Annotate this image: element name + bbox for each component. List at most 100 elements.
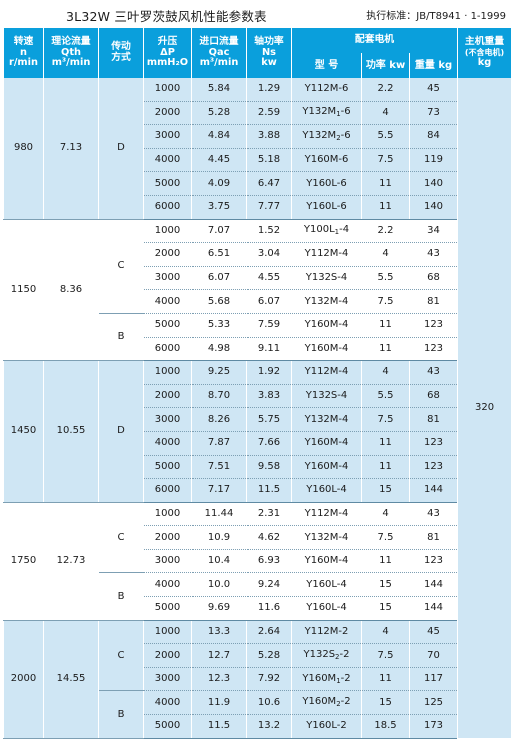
table-row: 2000 10.9 4.62 Y132M-4 7.5 81 — [4, 525, 512, 550]
inlet-flow-cell: 13.3 — [191, 620, 247, 645]
motor-power-cell: 15 — [361, 572, 410, 598]
motor-weight-cell: 81 — [408, 525, 459, 550]
motor-power-cell: 2.2 — [361, 78, 410, 102]
motor-model-cell: Y160L-6 — [291, 195, 362, 220]
table-row: 4000 4.45 5.18 Y160M-6 7.5 119 — [4, 148, 512, 173]
table-row: 2000 8.70 3.83 Y132S-4 5.5 68 — [4, 384, 512, 409]
motor-power-cell: 7.5 — [361, 289, 410, 314]
theoretical-flow-cell: 7.13 — [43, 78, 99, 220]
shaft-power-cell: 9.58 — [246, 455, 292, 480]
motor-weight-cell: 123 — [408, 337, 459, 362]
pressure-cell: 1000 — [143, 360, 192, 385]
table-row: 3000 4.84 3.88 Y132M2-6 5.5 84 — [4, 124, 512, 149]
drive-mode-cell: D — [98, 360, 144, 503]
inlet-flow-cell: 10.4 — [191, 549, 247, 574]
shaft-power-cell: 7.59 — [246, 313, 292, 338]
pressure-cell: 4000 — [143, 572, 192, 598]
motor-power-cell: 5.5 — [361, 124, 410, 149]
pressure-cell: 1000 — [143, 620, 192, 645]
pressure-cell: 5000 — [143, 313, 192, 338]
motor-power-cell: 18.5 — [361, 714, 410, 739]
inlet-flow-cell: 8.70 — [191, 384, 247, 409]
motor-weight-cell: 84 — [408, 124, 459, 149]
motor-power-cell: 15 — [361, 478, 410, 503]
drive-mode-cell: B — [98, 313, 144, 362]
pressure-cell: 5000 — [143, 714, 192, 739]
pressure-cell: 1000 — [143, 502, 192, 527]
motor-power-cell: 11 — [361, 171, 410, 196]
inlet-flow-cell: 10.9 — [191, 525, 247, 550]
pressure-cell: 2000 — [143, 384, 192, 409]
pressure-cell: 5000 — [143, 171, 192, 196]
header-speed: 转速 n r/min — [3, 28, 44, 78]
table-row: B 4000 10.0 9.24 Y160L-4 15 144 — [4, 572, 512, 621]
table-row: 2000 12.7 5.28 Y132S2-2 7.5 70 — [4, 643, 512, 668]
header-flow: 理论流量 Qth m³/min — [43, 28, 99, 78]
pressure-cell: 3000 — [143, 667, 192, 692]
inlet-flow-cell: 5.84 — [191, 78, 247, 102]
speed-cell: 980 — [3, 78, 44, 220]
motor-weight-cell: 43 — [408, 360, 459, 385]
pressure-cell: 1000 — [143, 78, 192, 102]
speed-cell: 1150 — [3, 219, 44, 362]
inlet-flow-cell: 11.44 — [191, 502, 247, 527]
table-row: 5000 9.69 11.6 Y160L-4 15 144 — [4, 596, 512, 621]
shaft-power-cell: 2.64 — [246, 620, 292, 645]
motor-weight-cell: 81 — [408, 289, 459, 314]
motor-model-cell: Y160L-4 — [291, 596, 362, 621]
inlet-flow-cell: 12.7 — [191, 643, 247, 668]
header-shaft-power: 轴功率 Ns kw — [246, 28, 292, 78]
table-row: 2000 6.51 3.04 Y112M-4 4 43 — [4, 242, 512, 267]
shaft-power-cell: 7.92 — [246, 667, 292, 692]
motor-power-cell: 11 — [361, 667, 410, 692]
drive-mode-cell: B — [98, 690, 144, 739]
pressure-cell: 2000 — [143, 101, 192, 126]
motor-weight-cell: 68 — [408, 266, 459, 291]
inlet-flow-cell: 9.69 — [191, 596, 247, 621]
shaft-power-cell: 9.11 — [246, 337, 292, 362]
inlet-flow-cell: 4.09 — [191, 171, 247, 196]
shaft-power-cell: 7.66 — [246, 431, 292, 456]
drive-mode-cell: D — [98, 78, 144, 220]
standard-reference: 执行标准：JB/T8941 · 1-1999 — [366, 11, 506, 22]
shaft-power-cell: 1.29 — [246, 78, 292, 102]
inlet-flow-cell: 9.25 — [191, 360, 247, 385]
motor-power-cell: 4 — [361, 360, 410, 385]
shaft-power-cell: 13.2 — [246, 714, 292, 739]
header-motor-power: 功率 kw — [361, 53, 410, 78]
motor-weight-cell: 45 — [408, 620, 459, 645]
shaft-power-cell: 1.92 — [246, 360, 292, 385]
shaft-power-cell: 10.6 — [246, 690, 292, 716]
motor-model-cell: Y132S-4 — [291, 266, 362, 291]
inlet-flow-cell: 5.33 — [191, 313, 247, 338]
shaft-power-cell: 2.31 — [246, 502, 292, 527]
motor-model-cell: Y160M-4 — [291, 431, 362, 456]
motor-weight-cell: 123 — [408, 431, 459, 456]
pressure-cell: 3000 — [143, 266, 192, 291]
table-row: 6000 4.98 9.11 Y160M-4 11 123 — [4, 337, 512, 362]
inlet-flow-cell: 7.51 — [191, 455, 247, 480]
pressure-cell: 4000 — [143, 148, 192, 173]
shaft-power-cell: 5.75 — [246, 407, 292, 432]
table-row: B 5000 5.33 7.59 Y160M-4 11 123 — [4, 313, 512, 362]
motor-model-cell: Y112M-4 — [291, 502, 362, 527]
pressure-cell: 3000 — [143, 549, 192, 574]
motor-model-cell: Y112M-2 — [291, 620, 362, 645]
table-row: 3000 6.07 4.55 Y132S-4 5.5 68 — [4, 266, 512, 291]
drive-mode-cell: C — [98, 620, 144, 692]
inlet-flow-cell: 6.07 — [191, 266, 247, 291]
theoretical-flow-cell: 14.55 — [43, 620, 99, 739]
motor-model-cell: Y160M2-2 — [291, 690, 362, 716]
motor-power-cell: 5.5 — [361, 384, 410, 409]
motor-model-cell: Y112M-4 — [291, 360, 362, 385]
motor-model-cell: Y160L-4 — [291, 478, 362, 503]
motor-power-cell: 11 — [361, 195, 410, 220]
motor-model-cell: Y160M-4 — [291, 455, 362, 480]
inlet-flow-cell: 7.07 — [191, 219, 247, 244]
pressure-cell: 2000 — [143, 643, 192, 668]
pressure-cell: 5000 — [143, 596, 192, 621]
inlet-flow-cell: 10.0 — [191, 572, 247, 598]
pressure-cell: 1000 — [143, 219, 192, 244]
shaft-power-cell: 6.47 — [246, 171, 292, 196]
header-motor-model: 型 号 — [291, 53, 362, 78]
